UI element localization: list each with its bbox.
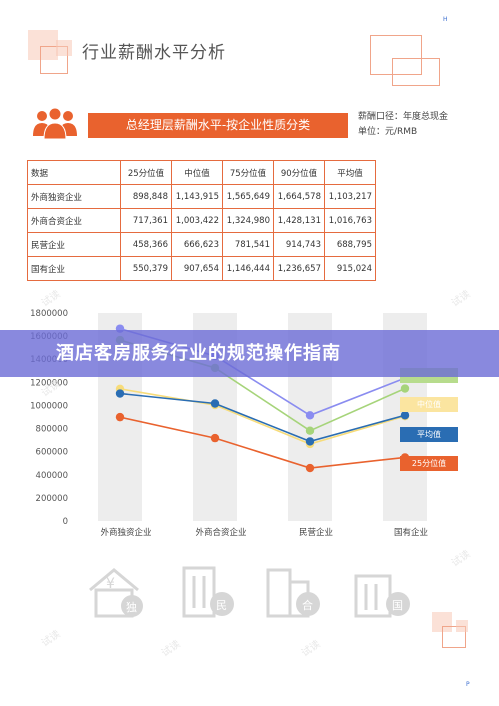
y-tick-label: 600000: [36, 448, 68, 458]
table-row: 外商独资企业 898,848 1,143,915 1,565,649 1,664…: [27, 184, 376, 209]
building-icon: 合: [266, 568, 320, 618]
deco-square: [40, 46, 68, 74]
deco-square: [432, 612, 452, 632]
title-banner: [0, 330, 499, 377]
table-cell: 1,143,915: [171, 184, 223, 209]
row-label: 民营企业: [27, 232, 121, 257]
table-cell: 1,664,578: [273, 184, 325, 209]
deco-square: [56, 40, 72, 56]
icon-label: 独: [126, 601, 137, 614]
icon-label: 国: [392, 599, 403, 612]
deco-square: [456, 620, 468, 632]
salary-table: 数据 25分位值 中位值 75分位值 90分位值 平均值 外商独资企业 898,…: [27, 160, 376, 281]
y-tick-label: 1000000: [30, 401, 68, 411]
y-tick-label: 0: [63, 517, 68, 527]
icon-label: 合: [302, 598, 313, 612]
y-tick-label: 1800000: [30, 309, 68, 319]
data-point: [210, 399, 220, 408]
deco-square: [392, 58, 440, 86]
deco-square: [370, 35, 422, 75]
table-cell: 898,848: [120, 184, 172, 209]
deco-square: [442, 626, 466, 648]
data-point: [115, 412, 125, 422]
x-tick-label: 国有企业: [394, 527, 428, 538]
table-cell: 914,743: [273, 232, 325, 257]
legend-median: 中位值: [400, 397, 458, 412]
column-header: 数据: [27, 160, 121, 185]
building-icon: 国: [354, 574, 410, 618]
column-header: 75分位值: [222, 160, 274, 185]
column-header: 平均值: [324, 160, 376, 185]
data-point: [115, 389, 125, 398]
table-row: 国有企业 550,379 907,654 1,146,444 1,236,657…: [27, 256, 376, 281]
y-tick-label: 400000: [36, 471, 68, 481]
data-point: [305, 437, 315, 446]
table-cell: 550,379: [120, 256, 172, 281]
series-line: [119, 392, 406, 443]
row-label: 外商独资企业: [27, 184, 121, 209]
y-tick-label: 800000: [36, 425, 68, 435]
building-icon: 民: [182, 566, 234, 618]
table-cell: 1,146,444: [222, 256, 274, 281]
row-label: 国有企业: [27, 256, 121, 281]
data-point: [305, 411, 315, 420]
caliber-line: 薪酬口径：年度总现金: [358, 112, 449, 122]
table-cell: 1,003,422: [171, 208, 223, 233]
table-cell: 1,016,763: [324, 208, 376, 233]
data-point: [305, 426, 315, 435]
building-icon: ¥ 独: [89, 568, 143, 618]
deco-square: [28, 30, 58, 60]
y-tick-label: 200000: [36, 494, 68, 504]
table-cell: 1,324,980: [222, 208, 274, 233]
table-cell: 717,361: [120, 208, 172, 233]
table-cell: 907,654: [171, 256, 223, 281]
banner-title: 酒店客房服务行业的规范操作指南: [56, 343, 341, 364]
column-header: 中位值: [171, 160, 223, 185]
series-line: [119, 388, 406, 445]
legend-p25: 25分位值: [400, 456, 458, 471]
table-cell: 1,236,657: [273, 256, 325, 281]
caliber-note: 薪酬口径：年度总现金 单位：元/RMB: [358, 110, 448, 140]
people-icon: [33, 107, 77, 140]
table-header-row: 数据 25分位值 中位值 75分位值 90分位值 平均值: [27, 160, 376, 185]
corner-mark: P: [466, 681, 470, 688]
x-tick-label: 民营企业: [299, 527, 333, 538]
corner-mark: H: [443, 16, 448, 23]
x-tick-label: 外商合资企业: [195, 527, 246, 538]
unit-line: 单位：元/RMB: [358, 127, 418, 137]
table-cell: 1,103,217: [324, 184, 376, 209]
table-cell: 1,565,649: [222, 184, 274, 209]
y-tick-label: 1200000: [30, 378, 68, 388]
data-point: [400, 384, 410, 393]
legend-average: 平均值: [400, 427, 458, 442]
table-row: 民营企业 458,366 666,623 781,541 914,743 688…: [27, 232, 376, 257]
table-cell: 458,366: [120, 232, 172, 257]
table-cell: 1,428,131: [273, 208, 325, 233]
table-cell: 781,541: [222, 232, 274, 257]
column-header: 90分位值: [273, 160, 325, 185]
column-header: 25分位值: [120, 160, 172, 185]
svg-text:¥: ¥: [106, 576, 115, 592]
data-point: [210, 433, 220, 443]
row-label: 外商合资企业: [27, 208, 121, 233]
x-tick-label: 外商独资企业: [100, 527, 151, 538]
table-row: 外商合资企业 717,361 1,003,422 1,324,980 1,428…: [27, 208, 376, 233]
series-line: [119, 416, 406, 469]
data-point: [305, 463, 315, 473]
table-cell: 666,623: [171, 232, 223, 257]
data-point: [400, 411, 410, 420]
section-band: [88, 113, 348, 138]
page-title: 行业薪酬水平分析: [82, 43, 226, 63]
table-cell: 915,024: [324, 256, 376, 281]
table-cell: 688,795: [324, 232, 376, 257]
section-title: 总经理层薪酬水平-按企业性质分类: [125, 118, 311, 132]
icon-label: 民: [216, 599, 227, 612]
